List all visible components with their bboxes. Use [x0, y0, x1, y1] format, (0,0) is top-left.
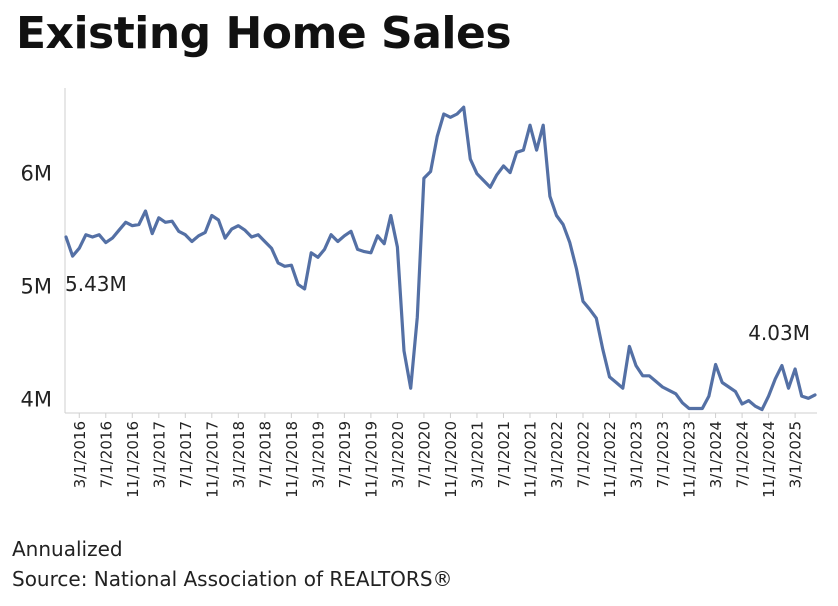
x-tick-label: 7/1/2019	[336, 421, 354, 488]
x-tick-label: 3/1/2017	[150, 421, 168, 488]
x-tick-label: 11/1/2020	[442, 421, 460, 498]
y-tick-label: 4M	[21, 387, 52, 411]
x-tick-label: 7/1/2018	[256, 421, 274, 488]
x-tick-label: 3/1/2025	[787, 421, 805, 488]
x-tick-label: 7/1/2016	[97, 421, 115, 488]
x-tick-label: 11/1/2024	[760, 421, 778, 498]
x-tick-label: 7/1/2022	[575, 421, 593, 488]
x-tick-label: 7/1/2021	[495, 421, 513, 488]
footnote-annualized: Annualized	[12, 537, 123, 561]
y-tick-label: 5M	[21, 274, 52, 298]
x-tick-label: 11/1/2021	[521, 421, 539, 498]
y-tick-label: 6M	[21, 162, 52, 186]
y-axis: 6M 5M 4M	[21, 88, 66, 413]
x-tick-label: 3/1/2021	[468, 421, 486, 488]
x-tick-label: 11/1/2019	[362, 421, 380, 498]
x-tick-label: 7/1/2024	[734, 421, 752, 488]
x-tick-label: 11/1/2023	[681, 421, 699, 498]
x-tick-label: 7/1/2023	[654, 421, 672, 488]
x-tick-label: 11/1/2017	[203, 421, 221, 498]
x-tick-label: 3/1/2022	[548, 421, 566, 488]
x-tick-label: 11/1/2016	[124, 421, 142, 498]
x-tick-label: 3/1/2016	[71, 421, 89, 488]
start-value-label: 5.43M	[65, 272, 127, 296]
x-tick-label: 3/1/2018	[230, 421, 248, 488]
x-tick-label: 11/1/2018	[283, 421, 301, 498]
x-tick-label: 7/1/2017	[177, 421, 195, 488]
chart-title: Existing Home Sales	[16, 8, 512, 59]
x-tick-label: 3/1/2023	[628, 421, 646, 488]
x-axis: 3/1/2016 7/1/2016 11/1/2016 3/1/2017 7/1/201…	[65, 412, 817, 498]
source-note: Source: National Association of REALTORS…	[12, 567, 453, 591]
data-labels: 5.43M 4.03M	[65, 272, 810, 345]
x-tick-label: 11/1/2022	[601, 421, 619, 498]
x-tick-label: 3/1/2019	[309, 421, 327, 488]
x-tick-label: 7/1/2020	[415, 421, 433, 488]
end-value-label: 4.03M	[748, 321, 810, 345]
series-line-existing-home-sales	[64, 105, 817, 412]
x-tick-label: 3/1/2024	[707, 421, 725, 488]
line-chart: 6M 5M 4M 3/1/2016 7/1/2016 11/1/2016 3/1/2017…	[21, 88, 817, 498]
x-tick-label: 3/1/2020	[389, 421, 407, 488]
